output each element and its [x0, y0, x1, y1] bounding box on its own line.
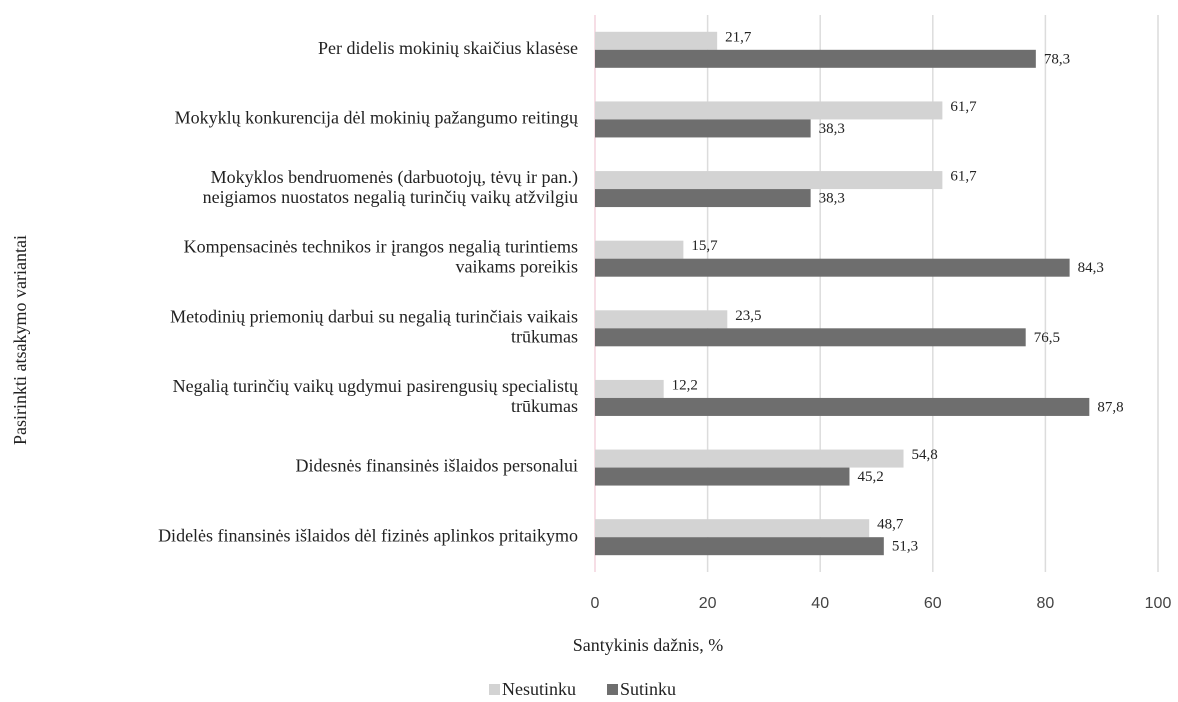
y-tick-label: Per didelis mokinių skaičius klasėse	[318, 38, 578, 58]
value-label: 78,3	[1044, 51, 1070, 67]
bar	[595, 49, 1036, 68]
x-axis-label: Santykinis dažnis, %	[573, 635, 724, 655]
y-tick-label: Negalią turinčių vaikų ugdymui pasirengu…	[173, 376, 579, 416]
value-label: 61,7	[950, 169, 977, 185]
bar	[595, 101, 943, 120]
bar	[595, 171, 943, 190]
bar	[595, 537, 884, 556]
bar	[595, 328, 1026, 347]
value-label: 51,3	[892, 539, 918, 555]
y-tick-label: Didelės finansinės išlaidos dėl fizinės …	[158, 525, 578, 545]
value-label: 76,5	[1034, 330, 1060, 346]
y-tick-label: Mokyklų konkurencija dėl mokinių pažangu…	[175, 108, 579, 128]
value-label: 48,7	[877, 517, 904, 533]
value-label: 45,2	[857, 469, 883, 485]
value-label: 38,3	[819, 191, 845, 207]
value-label: 15,7	[691, 238, 718, 254]
bar	[595, 310, 728, 329]
value-label: 87,8	[1097, 399, 1123, 415]
value-label: 84,3	[1078, 260, 1104, 276]
y-tick-label: Metodinių priemonių darbui su negalią tu…	[170, 306, 578, 346]
value-label: 61,7	[950, 99, 977, 115]
x-tick-label: 80	[1037, 595, 1055, 612]
y-tick-label: Didesnės finansinės išlaidos personalui	[296, 456, 578, 476]
bar	[595, 397, 1090, 416]
y-tick-label: Kompensacinės technikos ir įrangos negal…	[184, 237, 578, 277]
bar	[595, 119, 811, 138]
bar	[595, 31, 718, 50]
bar	[595, 240, 684, 259]
y-tick-label: Mokyklos bendruomenės (darbuotojų, tėvų …	[203, 167, 578, 207]
bar	[595, 189, 811, 208]
x-tick-label: 0	[591, 595, 600, 612]
value-label: 12,2	[672, 377, 698, 393]
x-tick-label: 20	[699, 595, 717, 612]
value-label: 38,3	[819, 121, 845, 137]
y-axis-label: Pasirinkti atsakymo variantai	[10, 235, 30, 445]
legend-label: Sutinku	[620, 679, 676, 699]
bar	[595, 519, 870, 538]
value-label: 54,8	[912, 447, 938, 463]
x-tick-label: 40	[811, 595, 829, 612]
x-tick-label: 100	[1145, 595, 1172, 612]
value-label: 23,5	[735, 308, 761, 324]
legend-swatch	[489, 684, 500, 695]
legend-swatch	[607, 684, 618, 695]
bar	[595, 258, 1070, 277]
bar	[595, 449, 904, 468]
value-label: 21,7	[725, 29, 752, 45]
bar	[595, 379, 664, 398]
bar	[595, 467, 850, 486]
x-tick-label: 60	[924, 595, 942, 612]
legend-label: Nesutinku	[502, 679, 576, 699]
